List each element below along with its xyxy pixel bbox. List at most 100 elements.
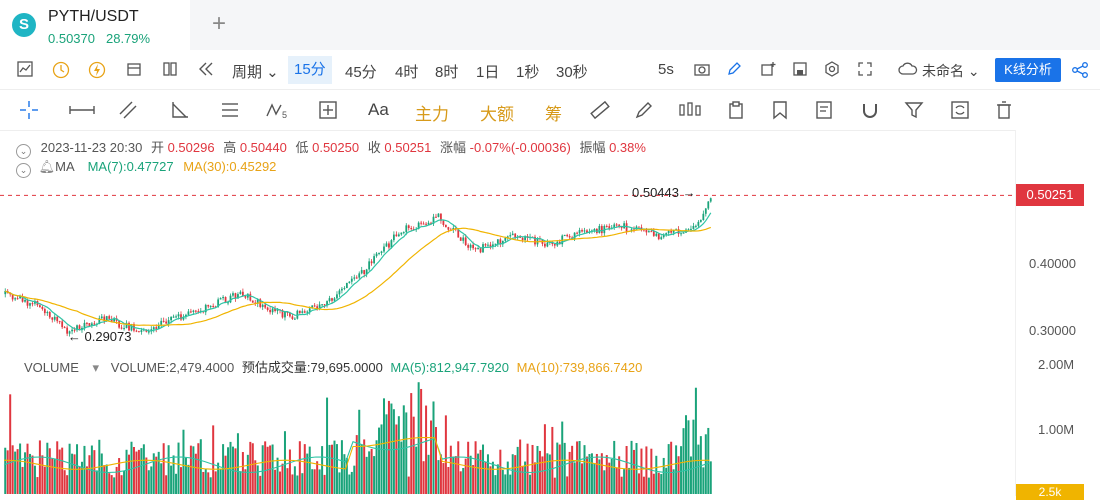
period-1d[interactable]: 1日 <box>476 64 500 81</box>
candle-body <box>350 278 353 282</box>
chips-tool[interactable]: 筹 <box>545 105 562 124</box>
save-icon[interactable] <box>791 61 809 79</box>
period-4h[interactable]: 4时 <box>395 64 419 81</box>
columns-icon[interactable] <box>161 61 179 79</box>
candle-body <box>316 306 319 310</box>
candle-body <box>506 236 509 238</box>
period-selector[interactable]: 周期 ⌄ <box>232 64 279 81</box>
candle-icon[interactable] <box>678 100 702 120</box>
main-force-tool[interactable]: 主力 <box>415 105 449 124</box>
ruler-icon[interactable] <box>590 100 610 120</box>
edit-note-icon[interactable] <box>815 100 835 120</box>
volume-bar <box>623 469 626 494</box>
volume-bar <box>9 394 12 494</box>
candle-body <box>293 318 296 320</box>
candle-body <box>536 238 539 245</box>
candle-body <box>363 270 366 275</box>
volume-bar <box>499 449 502 494</box>
refresh-interval[interactable]: 5s <box>658 61 674 78</box>
period-45m[interactable]: 45分 <box>345 64 377 81</box>
period-30s[interactable]: 30秒 <box>556 64 588 81</box>
wave-icon[interactable]: 5 <box>265 100 293 120</box>
volume-bar <box>365 456 368 494</box>
volume-bar <box>613 440 616 494</box>
angle-icon[interactable] <box>170 100 190 120</box>
magnet-icon[interactable] <box>860 100 880 120</box>
period-8h[interactable]: 8时 <box>435 64 459 81</box>
volume-bar <box>689 456 692 494</box>
volume-bar <box>261 445 264 494</box>
volume-bar <box>521 466 524 494</box>
candle-body <box>435 216 437 218</box>
brush-icon[interactable] <box>634 100 654 120</box>
volume-bar <box>113 477 116 494</box>
volume-bar <box>222 444 225 494</box>
volume-bar <box>137 449 140 494</box>
filter-icon[interactable] <box>904 100 924 120</box>
candle-body <box>687 229 690 231</box>
collapse-icon[interactable]: ⌄ <box>16 144 31 159</box>
candle-body <box>227 302 229 304</box>
pen-icon[interactable] <box>725 61 743 79</box>
volume-bar <box>130 441 133 494</box>
large-order-tool[interactable]: 大额 <box>480 105 514 124</box>
layout-name-selector[interactable]: 未命名 ⌄ <box>922 63 980 79</box>
add-tab-button[interactable]: + <box>212 10 227 37</box>
settings-icon[interactable] <box>823 61 841 79</box>
candle-body <box>58 321 61 323</box>
candle-body <box>56 316 59 322</box>
candle-body <box>194 310 197 312</box>
rewind-icon[interactable] <box>197 61 215 79</box>
collapse-ma-icon[interactable]: ⌄ <box>16 163 31 178</box>
volume-bar <box>425 405 428 494</box>
period-1s[interactable]: 1秒 <box>516 64 540 81</box>
add-chart-icon[interactable] <box>759 61 777 79</box>
volume-bar <box>98 439 101 494</box>
symbol-tab[interactable]: S PYTH/USDT 0.50370 28.79% <box>0 0 190 50</box>
crosshair-icon[interactable] <box>19 100 39 120</box>
parallel-channel-icon[interactable] <box>118 100 138 120</box>
volume-bar <box>78 466 81 494</box>
bookmark-icon[interactable] <box>770 100 790 120</box>
volume-bar <box>108 473 111 494</box>
candle-body <box>16 298 19 300</box>
symbol-price: 0.50370 <box>48 31 95 46</box>
camera-icon[interactable] <box>693 61 711 79</box>
volume-bar <box>125 449 128 494</box>
candle-body <box>630 229 633 231</box>
kline-analysis-button[interactable]: K线分析 <box>995 58 1061 82</box>
volume-bar <box>167 445 170 494</box>
volume-bar <box>249 441 252 494</box>
measure-icon[interactable] <box>318 100 338 120</box>
volume-bar <box>246 454 249 494</box>
line-chart-icon[interactable] <box>16 61 34 79</box>
candle-body <box>652 231 655 236</box>
volume-bar <box>551 426 554 494</box>
bell-icon[interactable]: 🔔︎ <box>38 159 56 174</box>
period-15m[interactable]: 15分 <box>288 56 332 84</box>
ma30-line <box>4 226 712 326</box>
clipboard-icon[interactable] <box>726 100 746 120</box>
lightning-icon[interactable] <box>88 61 106 79</box>
horizontal-line-icon[interactable] <box>68 100 96 120</box>
cloud-icon[interactable] <box>898 61 918 79</box>
candle-body <box>142 329 145 331</box>
volume-bar <box>675 445 678 494</box>
fullscreen-icon[interactable] <box>856 61 874 79</box>
volume-bar <box>326 397 329 494</box>
share-icon[interactable] <box>1071 61 1089 79</box>
close-label: 收 <box>367 140 381 155</box>
volume-bar <box>467 441 470 494</box>
clock-icon[interactable] <box>52 61 70 79</box>
volume-bar <box>184 457 187 494</box>
volume-bar <box>150 466 153 494</box>
text-tool[interactable]: Aa <box>368 100 389 119</box>
candle-body <box>331 298 333 301</box>
trash-icon[interactable] <box>994 100 1014 120</box>
volume-bar <box>254 460 257 494</box>
calendar-icon[interactable] <box>125 61 143 79</box>
candle-body <box>504 237 507 241</box>
volume-dropdown-icon[interactable]: ▾ <box>92 360 100 375</box>
sync-icon[interactable] <box>950 100 970 120</box>
fib-icon[interactable] <box>220 100 240 120</box>
